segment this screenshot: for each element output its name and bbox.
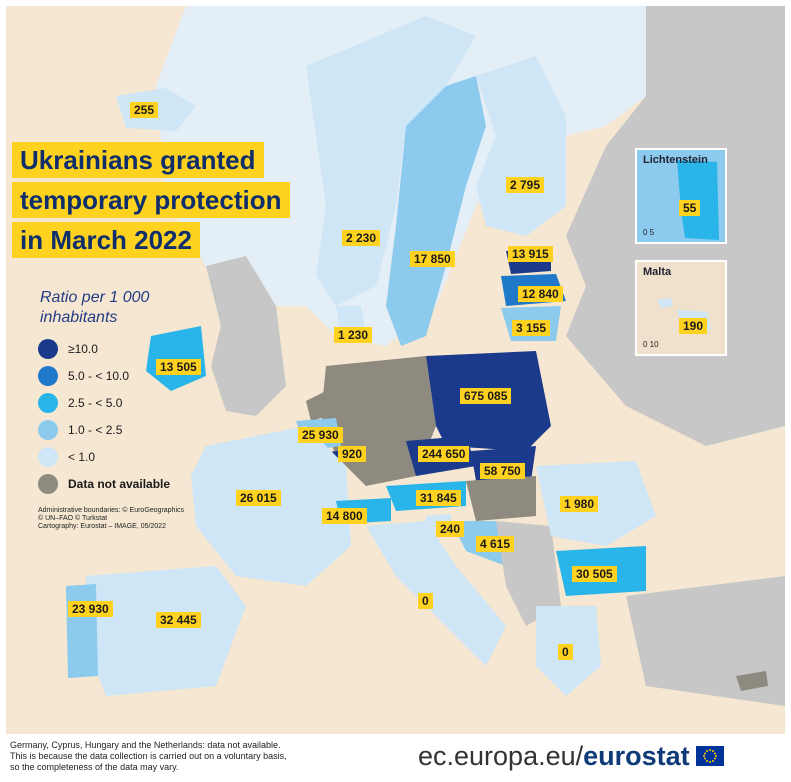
legend-label: ≥10.0 bbox=[68, 342, 98, 356]
value-latvia: 12 840 bbox=[518, 286, 563, 302]
value-croatia: 4 615 bbox=[476, 536, 515, 552]
legend-item-below-1: < 1.0 bbox=[38, 447, 95, 467]
legend-label: Data not available bbox=[68, 477, 171, 491]
inset-malta: Malta 190 0 10 bbox=[635, 260, 727, 356]
france bbox=[191, 426, 351, 586]
inset-liechtenstein: Lichtenstein 55 0 5 bbox=[635, 148, 727, 244]
value-finland: 2 795 bbox=[506, 177, 545, 193]
brand-url[interactable]: ec.europa.eu/eurostat bbox=[418, 741, 690, 772]
footnote: Germany, Cyprus, Hungary and the Netherl… bbox=[10, 740, 340, 773]
footnote-line: so the completeness of the data may vary… bbox=[10, 762, 179, 772]
value-romania: 1 980 bbox=[560, 496, 599, 512]
value-spain: 32 445 bbox=[156, 612, 201, 628]
legend-swatch bbox=[38, 339, 58, 359]
title-line-1: Ukrainians granted bbox=[12, 142, 264, 178]
inset-title-liechtenstein: Lichtenstein bbox=[643, 154, 708, 166]
credit-line: © UN–FAO © Turkstat bbox=[38, 515, 108, 522]
value-ireland: 13 505 bbox=[156, 359, 201, 375]
value-czechia: 244 650 bbox=[418, 446, 470, 462]
legend-swatch bbox=[38, 447, 58, 467]
map-frame: Ukrainians granted temporary protection … bbox=[6, 6, 785, 734]
value-norway: 2 230 bbox=[342, 230, 381, 246]
scale-malta: 0 10 bbox=[643, 340, 659, 349]
value-lithuania: 3 155 bbox=[512, 320, 551, 336]
value-estonia: 13 915 bbox=[508, 246, 553, 262]
legend-item-2-5-5: 2.5 - < 5.0 bbox=[38, 393, 122, 413]
value-switzerland: 14 800 bbox=[322, 508, 367, 524]
inset-title-malta: Malta bbox=[643, 266, 672, 278]
legend-item-1-2-5: 1.0 - < 2.5 bbox=[38, 420, 122, 440]
credit-line: Administrative boundaries: © EuroGeograp… bbox=[38, 507, 185, 514]
legend-item-no-data: Data not available bbox=[38, 474, 170, 494]
hungary bbox=[466, 476, 536, 521]
spain bbox=[86, 566, 246, 696]
value-france: 26 015 bbox=[236, 490, 281, 506]
value-luxembourg: 920 bbox=[338, 446, 367, 462]
uk-region bbox=[206, 256, 286, 416]
value-malta: 190 bbox=[679, 318, 708, 334]
brand-name: eurostat bbox=[583, 740, 690, 771]
brand-prefix: ec.europa.eu/ bbox=[418, 740, 584, 771]
legend-swatch bbox=[38, 420, 58, 440]
footnote-line: Germany, Cyprus, Hungary and the Netherl… bbox=[10, 740, 281, 750]
eu-flag-icon bbox=[695, 746, 724, 766]
value-greece: 0 bbox=[558, 644, 573, 660]
eurostat-brand[interactable]: ec.europa.eu/eurostat bbox=[418, 738, 724, 774]
legend-label: 5.0 - < 10.0 bbox=[68, 369, 130, 383]
value-liechtenstein: 55 bbox=[679, 200, 701, 216]
netherlands bbox=[306, 391, 328, 421]
legend-swatch bbox=[38, 393, 58, 413]
value-belgium: 25 930 bbox=[298, 427, 343, 443]
value-denmark: 1 230 bbox=[334, 327, 373, 343]
credit-line: Cartography: Eurostat – IMAGE, 05/2022 bbox=[38, 523, 167, 530]
legend-item-5-10: 5.0 - < 10.0 bbox=[38, 366, 129, 386]
value-slovenia: 240 bbox=[436, 521, 465, 537]
value-slovakia: 58 750 bbox=[480, 463, 525, 479]
value-iceland: 255 bbox=[130, 102, 159, 118]
legend-label: < 1.0 bbox=[68, 450, 96, 464]
footnote-line: This is because the data collection is c… bbox=[10, 751, 287, 761]
portugal bbox=[66, 584, 98, 678]
value-bulgaria: 30 505 bbox=[572, 566, 617, 582]
scale-liechtenstein: 0 5 bbox=[643, 228, 655, 237]
legend-item-10plus: ≥10.0 bbox=[38, 339, 98, 359]
eu-stars bbox=[702, 749, 717, 763]
title-line-2: temporary protection bbox=[12, 182, 290, 218]
title-line-3: in March 2022 bbox=[12, 222, 200, 258]
legend-heading-line-2: inhabitants bbox=[40, 309, 118, 326]
legend-heading: Ratio per 1 000 inhabitants bbox=[40, 288, 240, 328]
legend-swatch bbox=[38, 474, 58, 494]
turkey-region bbox=[626, 576, 785, 706]
value-portugal: 23 930 bbox=[68, 601, 113, 617]
legend-label: 2.5 - < 5.0 bbox=[68, 396, 123, 410]
legend-label: 1.0 - < 2.5 bbox=[68, 423, 123, 437]
italy bbox=[366, 521, 506, 666]
sweden bbox=[386, 76, 486, 346]
cyprus bbox=[736, 671, 768, 691]
legend-swatch bbox=[38, 366, 58, 386]
value-austria: 31 845 bbox=[416, 490, 461, 506]
value-sweden: 17 850 bbox=[410, 251, 455, 267]
legend-heading-line-1: Ratio per 1 000 bbox=[40, 289, 150, 306]
value-italy: 0 bbox=[418, 593, 433, 609]
value-poland: 675 085 bbox=[460, 388, 512, 404]
credits: Administrative boundaries: © EuroGeograp… bbox=[38, 507, 228, 531]
